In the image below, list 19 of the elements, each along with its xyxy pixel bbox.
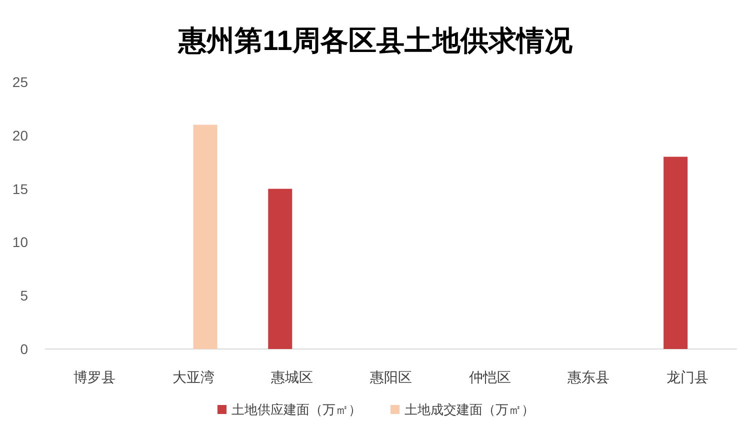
y-tick-label: 5 bbox=[20, 288, 28, 304]
y-tick-label: 25 bbox=[12, 74, 28, 90]
x-tick-label: 惠阳区 bbox=[369, 369, 412, 385]
x-tick-label: 大亚湾 bbox=[172, 369, 214, 385]
y-tick-label: 20 bbox=[12, 127, 28, 144]
y-tick-label: 0 bbox=[20, 341, 28, 357]
bar bbox=[664, 156, 688, 349]
x-tick-label: 博罗县 bbox=[73, 369, 116, 385]
bar bbox=[268, 188, 292, 349]
y-tick-label: 15 bbox=[12, 180, 28, 197]
x-tick-label: 龙门县 bbox=[666, 369, 709, 385]
x-tick-label: 惠城区 bbox=[270, 369, 314, 385]
x-tick-label: 仲恺区 bbox=[468, 369, 511, 385]
legend-label: 土地成交建面（万㎡） bbox=[404, 402, 534, 417]
legend-label: 土地供应建面（万㎡） bbox=[232, 402, 362, 417]
y-tick-label: 10 bbox=[12, 234, 28, 250]
bar bbox=[193, 124, 218, 349]
x-tick-label: 惠东县 bbox=[566, 369, 610, 385]
chart-title: 惠州第11周各区县土地供求情况 bbox=[178, 25, 574, 56]
